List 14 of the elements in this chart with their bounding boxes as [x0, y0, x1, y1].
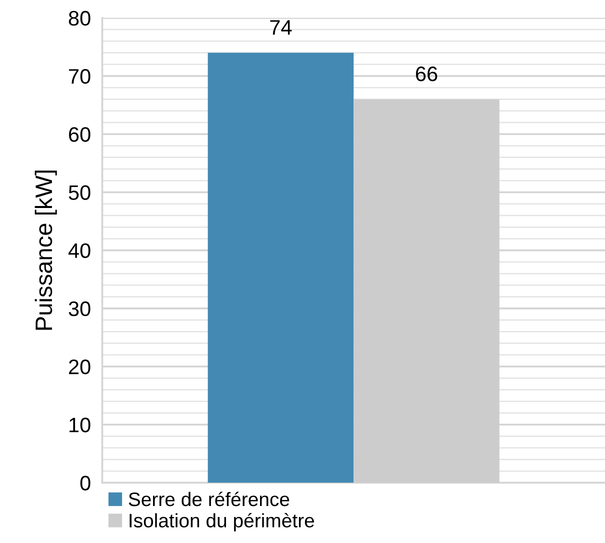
legend-label: Serre de référence — [128, 492, 290, 506]
y-tick-label: 40 — [68, 243, 90, 258]
y-tick-label: 10 — [70, 418, 90, 432]
y-tick-label: 0 — [80, 476, 90, 490]
data-label: 66 — [416, 66, 438, 82]
y-tick-label: 30 — [68, 301, 90, 316]
y-axis-title: Puissance [kW] — [34, 170, 57, 330]
y-tick-label: 50 — [68, 185, 90, 200]
y-tick-label: 20 — [69, 360, 90, 374]
y-tick-label: 60 — [69, 127, 90, 142]
legend-label: Isolation du périmètre — [130, 512, 314, 532]
y-tick-label: 80 — [68, 10, 90, 26]
y-tick-label: 70 — [69, 69, 90, 84]
data-label: 74 — [270, 20, 292, 35]
